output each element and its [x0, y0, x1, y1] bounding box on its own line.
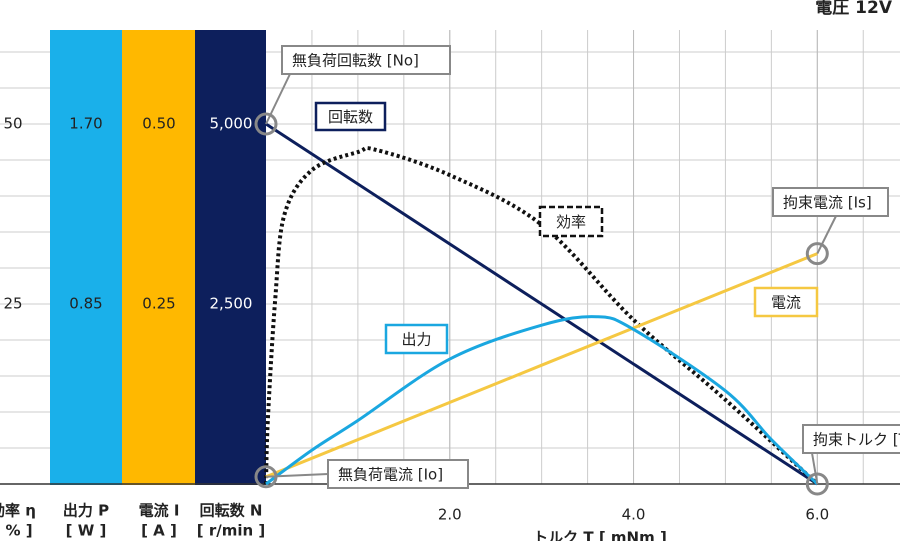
- annotation-marker: [254, 112, 278, 136]
- y-tick-label: 5,000: [210, 115, 253, 133]
- leader-line: [811, 452, 819, 485]
- x-axis-title: トルク T [ mNm ]: [533, 529, 667, 541]
- y-tick-label: 0.85: [69, 295, 102, 313]
- y-tick-label: 0.25: [142, 295, 175, 313]
- x-tick-label: 2.0: [438, 506, 462, 524]
- chart-title: 電圧 12V: [815, 0, 893, 18]
- x-tick-label: 4.0: [622, 506, 646, 524]
- series-line: [265, 315, 819, 486]
- axis-label: 電流 I: [139, 502, 180, 520]
- annotation-box: [772, 187, 889, 217]
- annotation-box: [281, 45, 451, 75]
- series-line: [265, 122, 819, 486]
- y-tick-label: 50: [3, 115, 22, 133]
- axis-unit: [ r/min ]: [197, 522, 265, 540]
- axis-unit: [ A ]: [141, 522, 177, 540]
- annotation: 拘束トルク [Ts]: [813, 431, 900, 449]
- annotation: 無負荷電流 [Io]: [338, 466, 443, 484]
- legend-label: 効率: [556, 213, 586, 231]
- series-line: [265, 252, 818, 479]
- annotation-marker: [254, 465, 278, 489]
- axis-unit: [ % ]: [0, 522, 33, 540]
- output-column: [50, 30, 122, 485]
- y-tick-label: 25: [3, 295, 22, 313]
- legend-box: [314, 101, 387, 132]
- speed-column: [195, 30, 266, 485]
- legend-box: [384, 323, 449, 355]
- axis-unit: [ W ]: [66, 522, 107, 540]
- axis-label: 効率 η: [0, 502, 36, 520]
- annotation-box: [802, 424, 900, 454]
- legend-label: 電流: [771, 294, 801, 312]
- annotation: 無負荷回転数 [No]: [292, 52, 419, 70]
- x-tick-label: 6.0: [805, 506, 829, 524]
- y-tick-label: 1.70: [69, 115, 102, 133]
- current-column: [122, 30, 195, 485]
- axis-label: 回転数 N: [200, 502, 263, 520]
- y-tick-label: 0.50: [142, 115, 175, 133]
- annotation-marker: [805, 242, 829, 266]
- annotation-box: [327, 459, 469, 489]
- legend-label: 回転数: [328, 108, 373, 126]
- annotation-marker: [805, 472, 829, 496]
- axis-label: 出力 P: [63, 502, 109, 520]
- leader-line: [816, 215, 837, 255]
- legend-label: 出力: [401, 331, 431, 349]
- legend-box: [538, 205, 604, 238]
- annotation: 拘束電流 [Is]: [783, 194, 872, 212]
- legend-box: [753, 286, 819, 318]
- y-tick-label: 2,500: [210, 295, 253, 313]
